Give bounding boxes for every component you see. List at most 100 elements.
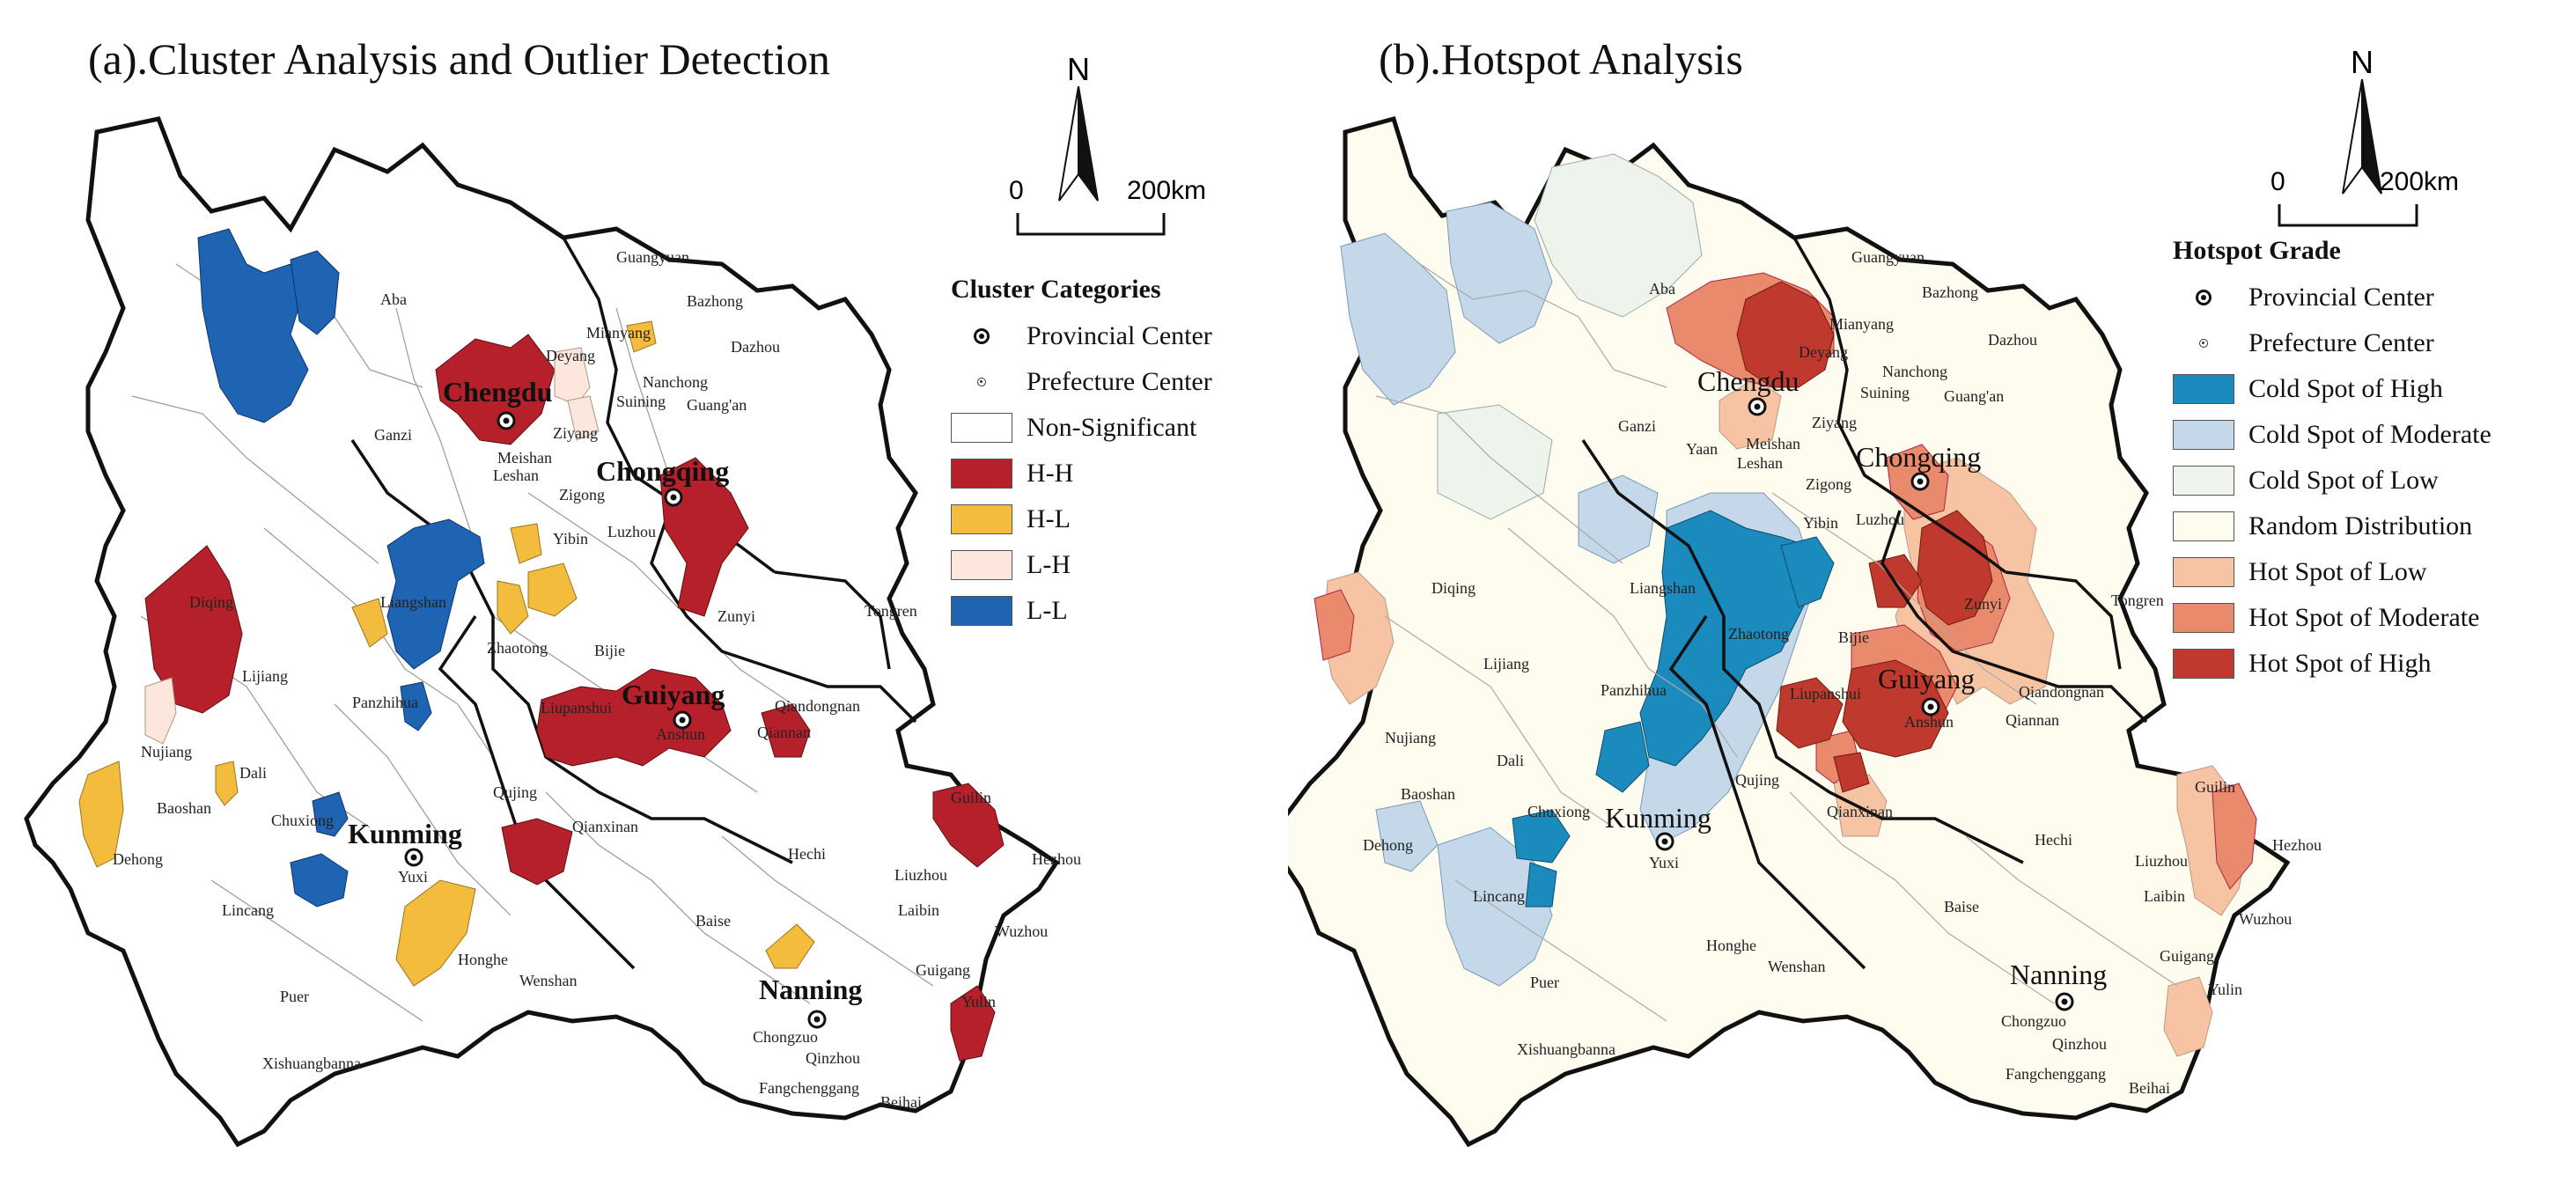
label-zhaotong: Zhaotong bbox=[1728, 625, 1789, 643]
label-mianyang: Mianyang bbox=[1829, 315, 1894, 333]
lh-nujiang bbox=[144, 677, 177, 745]
label-nujiang: Nujiang bbox=[1385, 729, 1436, 746]
legend-item-hh: H-H bbox=[951, 451, 1212, 496]
label-dazhou: Dazhou bbox=[1988, 331, 2037, 349]
label-leshan: Leshan bbox=[1737, 454, 1783, 472]
label-zhaotong: Zhaotong bbox=[487, 639, 548, 657]
label-deyang: Deyang bbox=[546, 347, 595, 364]
label-guilin: Guilin bbox=[2195, 778, 2235, 796]
label-liangshan: Liangshan bbox=[380, 593, 446, 611]
provincial-center-marker bbox=[673, 710, 692, 730]
legend-label: Prefecture Center bbox=[2248, 328, 2434, 357]
label-zigong: Zigong bbox=[1806, 475, 1851, 493]
legend-label: Random Distribution bbox=[2248, 511, 2473, 540]
ll-ganzi-north bbox=[197, 228, 309, 423]
label-meishan: Meishan bbox=[497, 449, 552, 467]
label-zunyi: Zunyi bbox=[1964, 595, 2002, 613]
scale-end-label: 200km bbox=[1127, 176, 1207, 205]
label-lijiang: Lijiang bbox=[242, 667, 288, 685]
label-chongqing: Chongqing bbox=[1856, 441, 1981, 473]
label-kunming: Kunming bbox=[1605, 802, 1711, 834]
legend-label: L-L bbox=[1027, 596, 1068, 625]
legend-swatch bbox=[2173, 374, 2234, 404]
label-tongren: Tongren bbox=[2111, 592, 2164, 609]
label-xishuangbanna: Xishuangbanna bbox=[262, 1055, 361, 1072]
label-qujing: Qujing bbox=[1735, 771, 1779, 789]
legend-swatch bbox=[951, 550, 1012, 580]
county-boundaries bbox=[1375, 263, 2178, 1022]
label-lincang: Lincang bbox=[1473, 887, 1525, 905]
provincial-labels: Chengdu Chongqing Guiyang Kunming Nannin… bbox=[1605, 365, 2107, 990]
legend-swatch bbox=[2173, 649, 2234, 679]
provincial-center-marker bbox=[2055, 992, 2074, 1011]
legend-label: Hot Spot of High bbox=[2248, 649, 2432, 678]
lh-deyang bbox=[554, 347, 591, 406]
label-meishan: Meishan bbox=[1746, 435, 1800, 452]
hh-diqing bbox=[144, 545, 243, 714]
legend-label: Cold Spot of Moderate bbox=[2248, 420, 2491, 449]
label-panzhihua: Panzhihua bbox=[352, 694, 418, 711]
provincial-center-markers bbox=[404, 411, 827, 1029]
hot-high-areas bbox=[1736, 281, 1993, 793]
cluster-map: Chengdu Chongqing Guiyang Kunming Nannin… bbox=[24, 116, 1081, 1148]
legend-label: Cold Spot of High bbox=[2248, 374, 2443, 403]
legend-item-prefecture: Prefecture Center bbox=[2173, 320, 2491, 366]
label-guiyang: Guiyang bbox=[1878, 663, 1975, 695]
hotspot-map: Chengdu Chongqing Guiyang Kunming Nannin… bbox=[1288, 115, 2322, 1148]
label-xishuangbanna: Xishuangbanna bbox=[1517, 1040, 1616, 1058]
ll-ganzi-east bbox=[290, 250, 340, 335]
legend-item-cold-moderate: Cold Spot of Moderate bbox=[2173, 412, 2491, 458]
scale-bar-line bbox=[1016, 213, 1166, 236]
label-yaan: Yaan bbox=[1686, 440, 1718, 458]
panel-cluster-analysis: (a).Cluster Analysis and Outlier Detecti… bbox=[24, 34, 1212, 1148]
legend-label: Hot Spot of Low bbox=[2248, 557, 2427, 586]
legend-item-hot-moderate: Hot Spot of Moderate bbox=[2173, 595, 2491, 641]
label-bazhong: Bazhong bbox=[687, 292, 743, 310]
label-ganzi: Ganzi bbox=[1618, 417, 1656, 435]
legend-item-non-significant: Non-Significant bbox=[951, 405, 1212, 451]
label-dali: Dali bbox=[1497, 752, 1524, 769]
label-qiandongnan: Qiandongnan bbox=[775, 697, 860, 715]
legend-swatch bbox=[2173, 603, 2234, 633]
hl-mianyang bbox=[626, 320, 657, 353]
provincial-center-marker bbox=[1910, 472, 1930, 491]
legend-label: Provincial Center bbox=[2248, 283, 2434, 312]
label-nanchong: Nanchong bbox=[1882, 363, 1947, 380]
legend-label: Provincial Center bbox=[1027, 321, 1212, 350]
provincial-center-marker bbox=[1655, 832, 1674, 851]
provincial-center-marker bbox=[497, 411, 516, 430]
label-nanchong: Nanchong bbox=[643, 373, 708, 391]
label-diqing: Diqing bbox=[189, 593, 233, 611]
label-mianyang: Mianyang bbox=[586, 324, 651, 342]
legend-swatch bbox=[951, 504, 1012, 534]
legend-label: L-H bbox=[1027, 550, 1071, 579]
label-qinzhou: Qinzhou bbox=[806, 1049, 860, 1067]
legend-label: Cold Spot of Low bbox=[2248, 466, 2439, 495]
scale-end-label: 200km bbox=[2380, 167, 2460, 196]
label-qujing: Qujing bbox=[493, 783, 537, 801]
label-laibin: Laibin bbox=[898, 901, 939, 919]
label-nanning: Nanning bbox=[2010, 959, 2107, 990]
label-baoshan: Baoshan bbox=[1401, 785, 1455, 803]
label-chuxiong: Chuxiong bbox=[1527, 803, 1590, 820]
label-luzhou: Luzhou bbox=[1856, 511, 1904, 528]
legend-swatch bbox=[951, 596, 1012, 626]
legend-item-random: Random Distribution bbox=[2173, 503, 2491, 549]
label-qianxinan: Qianxinan bbox=[1827, 803, 1893, 820]
legend-swatch bbox=[2173, 511, 2234, 541]
label-chongqing: Chongqing bbox=[596, 455, 729, 487]
hl-zhaotong bbox=[497, 580, 529, 635]
label-hezhou: Hezhou bbox=[2272, 836, 2322, 854]
label-liangshan: Liangshan bbox=[1630, 579, 1696, 597]
panel-hotspot-analysis: (b).Hotspot Analysis bbox=[1288, 0, 2576, 1198]
hl-dehong bbox=[78, 761, 124, 868]
prefecture-center-icon bbox=[2173, 328, 2234, 358]
legend-swatch bbox=[2173, 466, 2234, 496]
label-guangyuan: Guangyuan bbox=[616, 248, 689, 266]
label-chongzuo: Chongzuo bbox=[753, 1028, 818, 1046]
cold-high-areas bbox=[1512, 510, 1835, 908]
label-ganzi: Ganzi bbox=[374, 426, 412, 444]
label-yulin: Yulin bbox=[2208, 981, 2242, 998]
label-ziyang: Ziyang bbox=[553, 424, 598, 442]
label-baise: Baise bbox=[1944, 898, 1979, 915]
